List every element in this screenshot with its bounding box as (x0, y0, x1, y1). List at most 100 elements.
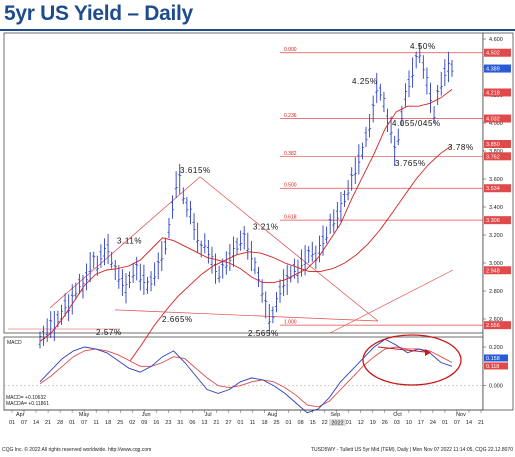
trendline-fall (199, 176, 379, 322)
price-bar (282, 269, 286, 297)
x-day-label: 07 (81, 420, 87, 426)
price-bar (421, 55, 425, 79)
x-month-label: Oct (393, 412, 402, 418)
price-bar (368, 114, 372, 138)
price-bar (110, 251, 114, 269)
price-tick-label: 2.600 (489, 317, 503, 323)
x-day-label: 21 (213, 420, 219, 426)
x-month-label: Apr (16, 412, 25, 418)
x-day-label: 23 (165, 420, 171, 426)
price-bar (264, 291, 268, 319)
price-bar (128, 271, 132, 289)
price-bar (88, 252, 92, 283)
price-bar (145, 277, 149, 294)
x-day-label: 11 (93, 420, 99, 426)
price-tag-box (484, 48, 511, 57)
macd-value-tag-box (484, 362, 508, 370)
price-bar (357, 144, 361, 175)
title-rule (0, 29, 515, 31)
price-bar (203, 233, 207, 254)
price-bar (407, 70, 411, 98)
x-day-label: 01 (9, 420, 15, 426)
price-bar (317, 235, 321, 263)
annotation-label: 3.21% (253, 223, 279, 232)
price-bar (77, 273, 81, 295)
highlight-arrowhead (425, 349, 431, 356)
price-bar (346, 180, 350, 201)
macd-panel-frame (3, 336, 484, 411)
price-bar (81, 275, 85, 299)
x-day-label: 08 (298, 420, 304, 426)
price-bar (214, 253, 218, 284)
price-bar (120, 269, 124, 297)
price-bar (192, 213, 196, 241)
x-day-label: 25 (117, 420, 123, 426)
chart-title: 5yr US Yield – Daily (4, 2, 193, 25)
price-bar (163, 237, 167, 255)
price-bar (231, 236, 235, 267)
price-bar (371, 95, 375, 123)
price-bar (307, 246, 311, 263)
price-tag-label: 2.948 (486, 268, 500, 274)
price-bar (436, 84, 440, 106)
x-day-label: 24 (430, 420, 436, 426)
macd-tick-label: 0.200 (489, 345, 503, 351)
price-bar (274, 292, 278, 313)
x-day-label: 10 (406, 420, 412, 426)
macd-line (39, 338, 453, 414)
price-bar (343, 190, 347, 207)
annotation-label: 2.665% (162, 315, 193, 324)
price-tag-box (484, 140, 511, 148)
year-tag-label: 2022 (331, 421, 343, 427)
price-bar (135, 256, 139, 281)
price-tag-box (484, 152, 511, 161)
x-day-label: 09 (141, 420, 147, 426)
x-day-label: 02 (129, 420, 135, 426)
annotation-label: 4.50% (410, 42, 436, 51)
price-bar (325, 226, 329, 244)
x-day-label: 18 (261, 420, 267, 426)
price-bar (403, 83, 407, 107)
price-bar (99, 244, 103, 268)
highlight-arrow (377, 346, 426, 353)
price-bar (332, 209, 336, 233)
price-bar (142, 264, 146, 295)
price-bar (206, 240, 210, 264)
annotation-label: 3.11% (117, 237, 142, 246)
macd-value-tag-label: 0.158 (486, 356, 500, 362)
highlight-ellipse (362, 334, 462, 386)
price-bar (63, 293, 67, 317)
price-bar (178, 163, 182, 195)
price-tag-label: 2.556 (486, 323, 500, 329)
x-month-label: Nov (456, 412, 466, 418)
x-month-label: Jul (205, 412, 212, 418)
price-bar (228, 243, 232, 271)
x-month-label: Jun (142, 412, 151, 418)
x-day-label: 18 (105, 420, 111, 426)
price-bar (278, 279, 282, 303)
price-bar (446, 51, 450, 83)
price-bar (59, 304, 63, 325)
price-bar (350, 167, 354, 191)
macd-value-tag-box (484, 354, 508, 362)
x-month-label: Sep (330, 412, 340, 418)
annotation-label: 4.25% (352, 77, 378, 86)
x-day-label: 26 (382, 420, 388, 426)
fib-ratio-label: 0.236 (284, 113, 297, 119)
price-bar (375, 72, 379, 104)
price-tag-box (484, 88, 511, 97)
price-bar (124, 273, 128, 304)
moving-average-slow (129, 145, 453, 362)
price-bar (185, 196, 189, 218)
annotation-label: 3.765% (395, 159, 426, 168)
macd-legend-entry: MACD= +0.10632 (6, 395, 46, 401)
price-bar (45, 318, 49, 342)
footer-right: TUSD5WY - Tullett US 5yr Mid (TEM), Dail… (311, 447, 513, 453)
price-bar (443, 59, 447, 87)
trendline-rise (49, 176, 201, 309)
price-bar (364, 126, 368, 148)
price-bar (260, 279, 264, 303)
x-day-label: 15 (310, 420, 316, 426)
